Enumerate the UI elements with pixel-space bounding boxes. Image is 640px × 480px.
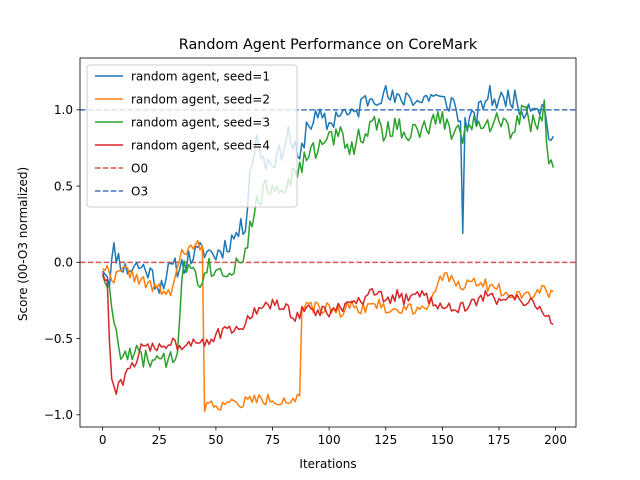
y-tick-label: −0.5 <box>44 332 73 346</box>
legend: random agent, seed=1 random agent, seed=2… <box>86 64 298 208</box>
legend-label: random agent, seed=2 <box>131 92 270 106</box>
x-tick-label: 200 <box>544 433 567 447</box>
x-tick-label: 150 <box>431 433 454 447</box>
x-tick-label: 100 <box>318 433 341 447</box>
x-tick-label: 75 <box>265 433 280 447</box>
x-axis: 0 25 50 75 100 125 150 175 200 <box>99 427 567 447</box>
y-tick-label: 0.0 <box>54 256 73 270</box>
legend-label: O0 <box>131 161 148 175</box>
y-tick-label: 0.5 <box>54 179 73 193</box>
plot-area <box>79 57 577 428</box>
series-line-seed-3 <box>101 99 555 369</box>
x-tick-label: 25 <box>152 433 167 447</box>
series-line-seed-4 <box>101 272 554 396</box>
x-tick-label: 0 <box>99 433 107 447</box>
x-tick-label: 125 <box>374 433 397 447</box>
axes-frame <box>79 57 577 428</box>
x-tick-label: 50 <box>208 433 223 447</box>
y-axis: −1.0 −0.5 0.0 0.5 1.0 <box>44 103 80 422</box>
legend-label: random agent, seed=1 <box>131 69 270 83</box>
x-tick-label: 175 <box>488 433 511 447</box>
y-axis-label: Score (00-O3 normalized) <box>16 167 30 321</box>
series-line-seed-1 <box>102 84 555 294</box>
legend-label: random agent, seed=3 <box>131 115 270 129</box>
y-tick-label: −1.0 <box>44 408 73 422</box>
chart-title: Random Agent Performance on CoreMark <box>179 37 478 53</box>
y-tick-label: 1.0 <box>54 103 73 117</box>
legend-label: O3 <box>131 184 148 198</box>
legend-box <box>86 64 298 208</box>
legend-label: random agent, seed=4 <box>131 138 270 152</box>
x-axis-label: Iterations <box>299 457 356 471</box>
series-line-seed-2 <box>102 239 554 413</box>
